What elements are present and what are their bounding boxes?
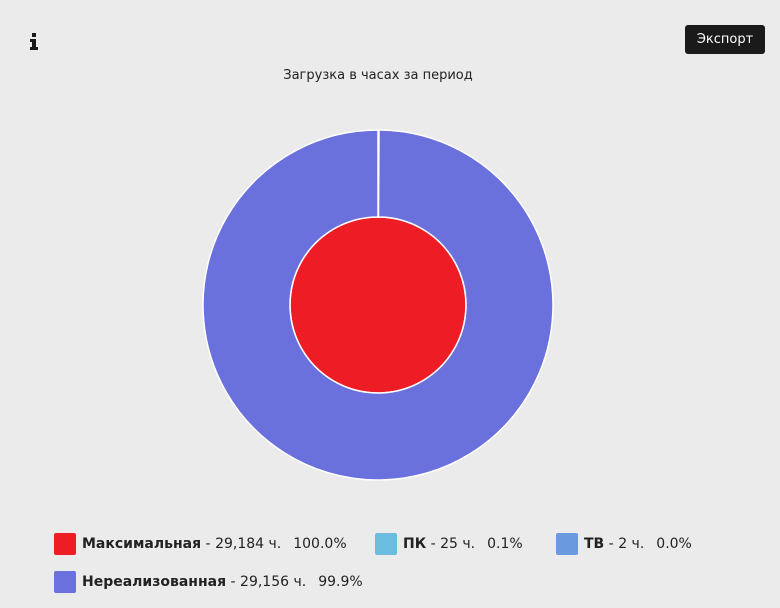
legend-separator: - — [201, 536, 216, 552]
legend-name: Максимальная — [82, 536, 202, 552]
chart-title: Загрузка в часах за период — [283, 68, 473, 83]
legend-separator: - — [604, 536, 619, 552]
pie-slice — [289, 216, 467, 394]
legend-item[interactable]: Нереализованная - 29,156 ч. 99.9% — [54, 571, 363, 593]
legend-item[interactable]: ТВ - 2 ч. 0.0% — [556, 533, 692, 555]
legend-name: Нереализованная — [82, 574, 227, 590]
legend-separator: - — [226, 574, 241, 590]
legend-item[interactable]: ПК - 25 ч. 0.1% — [375, 533, 523, 555]
legend-swatch — [54, 533, 76, 555]
legend-name: ТВ — [584, 536, 605, 552]
legend-value: 29,156 ч. — [240, 574, 307, 590]
legend-value: 29,184 ч. — [215, 536, 282, 552]
legend-percent: 0.1% — [487, 536, 523, 552]
export-button[interactable]: Экспорт — [685, 25, 765, 54]
legend-name: ПК — [403, 536, 427, 552]
legend-value: 25 ч. — [440, 536, 476, 552]
legend-separator: - — [426, 536, 441, 552]
legend-swatch — [54, 571, 76, 593]
pie-slice — [202, 129, 554, 481]
legend-percent: 100.0% — [293, 536, 347, 552]
info-icon[interactable] — [30, 33, 38, 50]
legend-percent: 0.0% — [656, 536, 692, 552]
legend-swatch — [556, 533, 578, 555]
legend-item[interactable]: Максимальная - 29,184 ч. 100.0% — [54, 533, 347, 555]
legend-swatch — [375, 533, 397, 555]
legend-percent: 99.9% — [318, 574, 363, 590]
legend-value: 2 ч. — [618, 536, 645, 552]
